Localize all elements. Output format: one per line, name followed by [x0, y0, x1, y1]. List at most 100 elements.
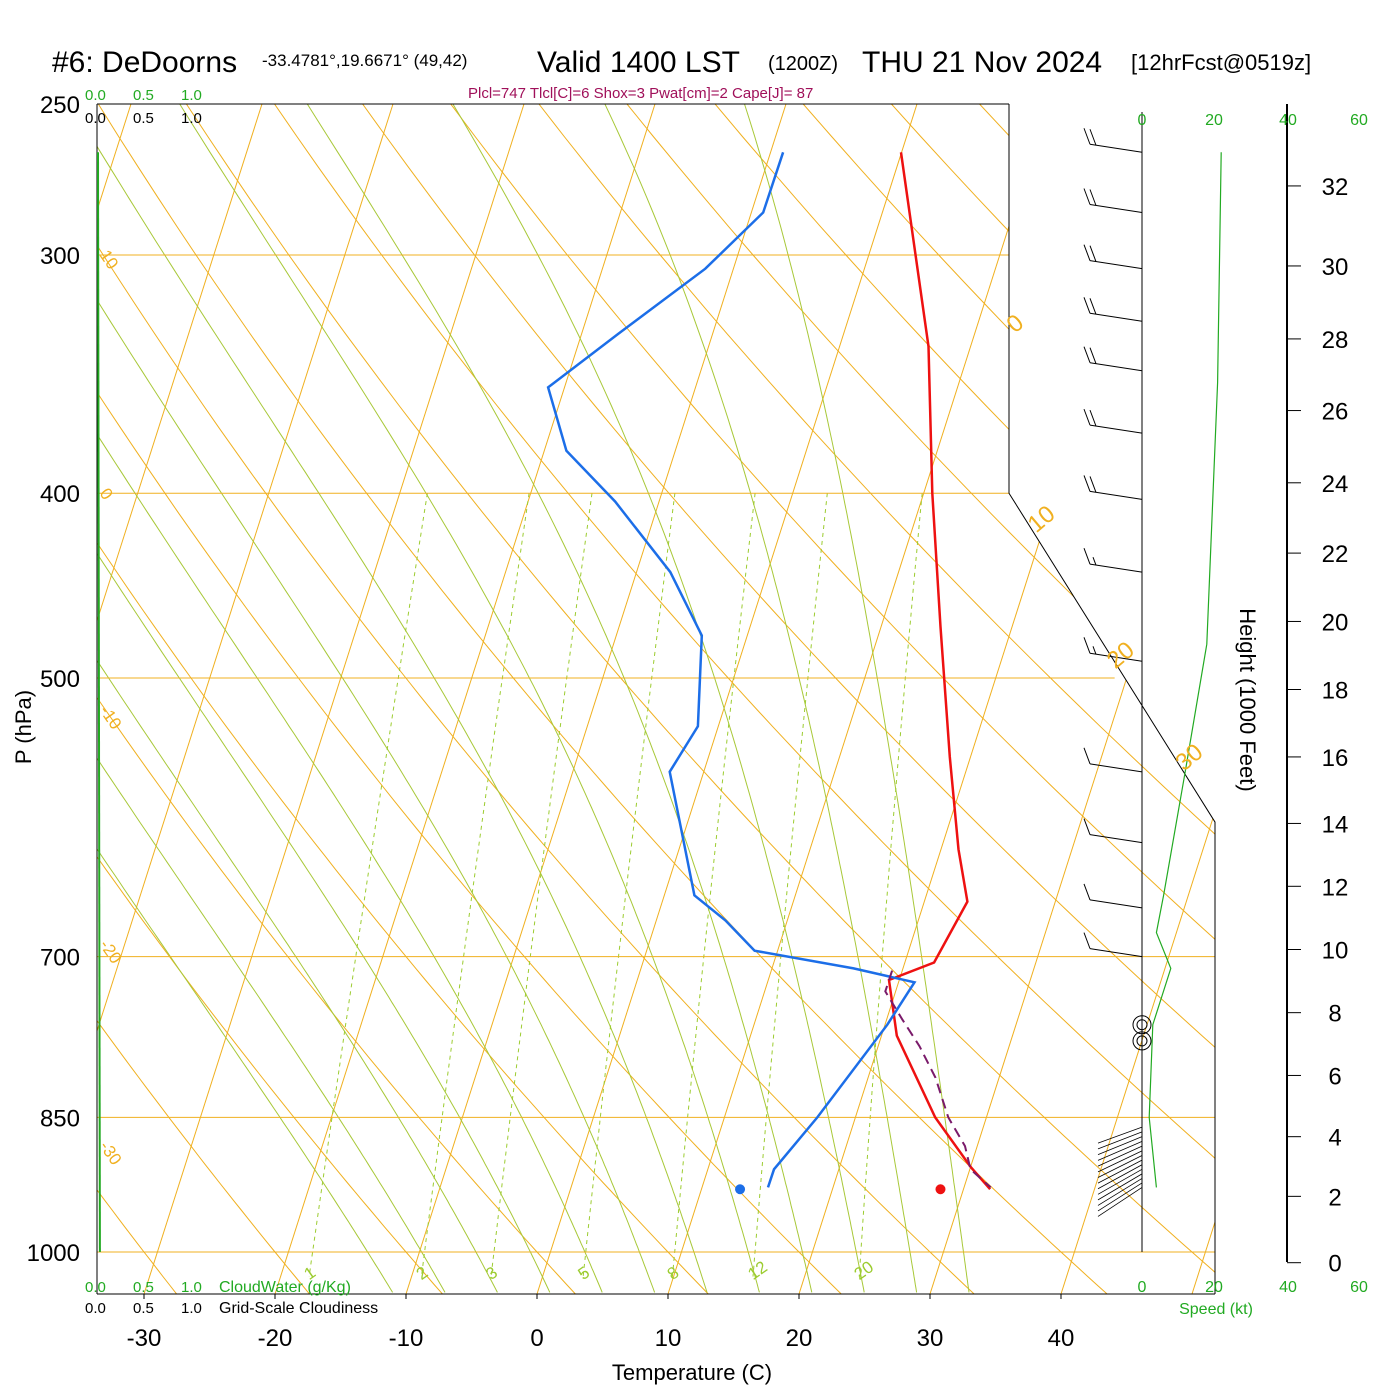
- dry-adiabat-line: [362, 104, 1215, 1294]
- wind-barb-shaft: [1089, 834, 1143, 844]
- dry-adiabat-line: [274, 104, 1215, 1294]
- valid-date: THU 21 Nov 2024: [862, 46, 1102, 79]
- dry-adiabat-line: [97, 104, 1123, 1294]
- cloud-tick-top-black-2: 1.0: [181, 110, 202, 127]
- speed-tick-top-2: 40: [1279, 112, 1297, 129]
- wind-barb: [1083, 747, 1143, 773]
- height-tick-label: 14: [1322, 811, 1349, 838]
- cloudiness-label: Grid-Scale Cloudiness: [219, 1300, 378, 1317]
- wind-barb-feather: [1083, 818, 1091, 835]
- height-tick-label: 8: [1328, 1001, 1341, 1028]
- isotherm-line: [929, 104, 1215, 1294]
- wind-barb-feather: [1083, 475, 1091, 492]
- wind-barb-feather: [1089, 298, 1097, 315]
- dry-adiabat-line: [97, 104, 456, 1294]
- moist-adiabat-line: [97, 104, 498, 1293]
- calm-wind-circle: [1132, 1015, 1152, 1035]
- dry-adiabat-line: [97, 104, 589, 1294]
- wind-barb: [1083, 475, 1143, 500]
- moist-adiabat-line: [97, 104, 446, 1293]
- wind-barb: [1083, 188, 1143, 213]
- x-tick-label: -20: [258, 1325, 293, 1352]
- plot-right-border: [1008, 104, 1216, 1294]
- low-level-barb: [1097, 1187, 1143, 1217]
- temperature-line: [887, 152, 992, 1191]
- wind-barb-shaft: [1089, 204, 1143, 213]
- isotherm-right-label: 10: [1023, 500, 1061, 538]
- calm-wind-circle-inner: [1136, 1019, 1148, 1031]
- dry-adiabat-line: [891, 104, 1215, 1294]
- height-tick-label: 4: [1328, 1125, 1341, 1152]
- cloud-tick-top-green-2: 1.0: [181, 87, 202, 104]
- moist-adiabat-line: [97, 104, 656, 1293]
- mixing-ratio-line: [308, 493, 428, 1277]
- moist-adiabat-line: [744, 104, 970, 1293]
- pressure-label: 850: [40, 1105, 80, 1132]
- wind-barb-feather: [1083, 128, 1091, 145]
- wind-barb: [1083, 297, 1143, 322]
- speed-tick-bottom-3: 60: [1350, 1279, 1368, 1296]
- cloud-tick-bottom-black-1: 0.5: [133, 1300, 154, 1317]
- height-tick-label: 16: [1322, 745, 1349, 772]
- wind-barb-shaft: [1089, 563, 1143, 573]
- low-level-barb: [1097, 1178, 1143, 1206]
- dry-adiabat-line: [714, 104, 1215, 1294]
- isotherm-line: [97, 104, 394, 1294]
- moist-adiabat-line: [604, 104, 918, 1293]
- moist-adiabat-line: [97, 104, 708, 1293]
- calm-wind-circle: [1132, 1031, 1152, 1051]
- low-level-barb: [1097, 1150, 1143, 1173]
- low-level-barb: [1097, 1168, 1143, 1195]
- pressure-label: 500: [40, 666, 80, 693]
- pressure-label: 1000: [27, 1240, 80, 1267]
- wind-barb-shaft: [1089, 260, 1143, 270]
- speed-tick-bottom-2: 40: [1279, 1279, 1297, 1296]
- dewpoint-line: [546, 151, 917, 1188]
- speed-tick-top-1: 20: [1205, 112, 1223, 129]
- isotherm-right-label: 30: [1171, 739, 1209, 777]
- wind-barb-feather: [1083, 932, 1091, 949]
- height-tick-label: 26: [1322, 399, 1349, 426]
- mixing-ratio-label: 5: [575, 1263, 594, 1284]
- speed-tick-top-0: 0: [1138, 112, 1147, 129]
- dry-adiabat-line: [97, 104, 856, 1294]
- cloud-tick-top-green-0: 0.0: [85, 87, 106, 104]
- speed-profile-line: [1148, 152, 1222, 1188]
- wind-barb-shaft: [1089, 948, 1143, 958]
- mixing-ratio-line: [671, 493, 756, 1277]
- wind-barb-feather: [1083, 244, 1091, 261]
- moist-adiabat-line: [179, 104, 760, 1293]
- isotherm-right-label: 0: [1002, 309, 1030, 338]
- dry-adiabat-line: [1244, 104, 1400, 1308]
- dry-adiabat-line: [450, 104, 1215, 1294]
- x-axis-title: Temperature (C): [612, 1360, 772, 1385]
- wind-barb: [1083, 637, 1143, 662]
- low-level-barb: [1097, 1182, 1143, 1212]
- x-tick-label: 20: [786, 1325, 813, 1352]
- dry-adiabat-line: [1332, 104, 1400, 1308]
- wind-barb-feather: [1089, 476, 1097, 493]
- series-layer: [546, 151, 992, 1195]
- wind-barb-feather: [1083, 297, 1091, 314]
- height-tick-label: 6: [1328, 1063, 1341, 1090]
- height-tick-label: 20: [1322, 609, 1349, 636]
- moist-adiabat-line: [452, 104, 865, 1293]
- isotherm-line: [1191, 104, 1215, 1294]
- mixing-ratio-line: [752, 493, 828, 1277]
- isotherm-line: [667, 104, 1049, 1294]
- wind-barb-shaft: [1089, 424, 1143, 434]
- speed-tick-bottom-0: 0: [1138, 1279, 1147, 1296]
- pressure-label: 400: [40, 481, 80, 508]
- x-tick-label: -30: [127, 1325, 162, 1352]
- wind-barb: [1083, 547, 1143, 573]
- mixing-ratio-line: [490, 493, 593, 1277]
- isotherm-label: -10: [96, 702, 126, 733]
- parcel-line: [884, 970, 992, 1189]
- cloud-tick-top-green-1: 0.5: [133, 87, 154, 104]
- dry-adiabat-line: [538, 104, 1215, 1294]
- moist-adiabat-line: [97, 104, 551, 1293]
- isotherm-line: [405, 104, 787, 1294]
- x-tick-label: -10: [389, 1325, 424, 1352]
